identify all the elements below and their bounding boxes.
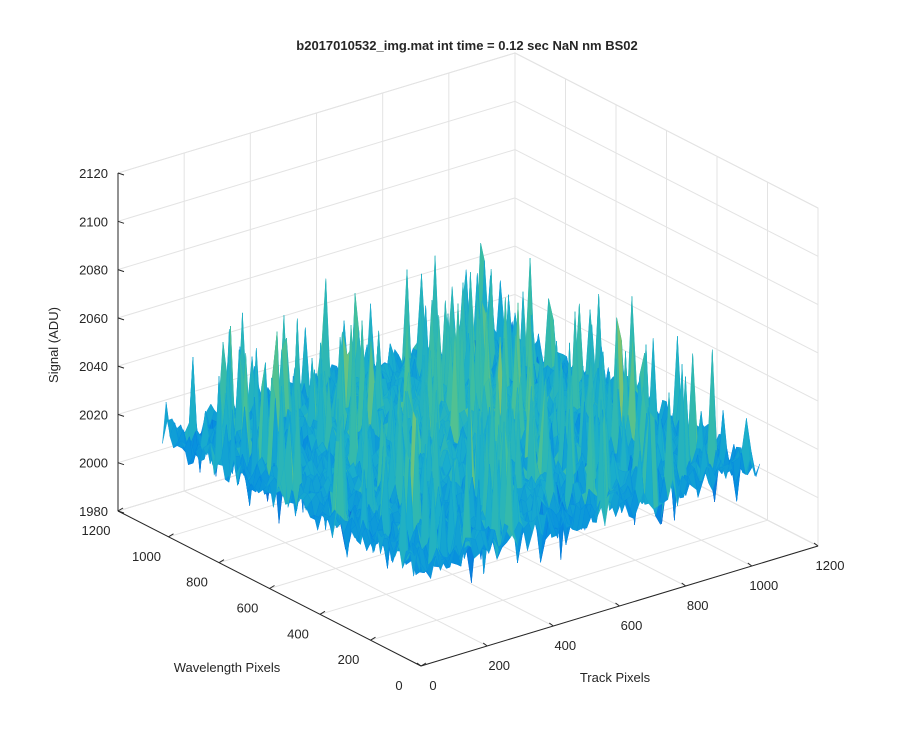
y-tick-label: 1200 (82, 523, 111, 538)
z-tick-label: 2020 (79, 407, 108, 422)
z-tick-label: 2100 (79, 214, 108, 229)
grid-line (514, 197, 819, 354)
grid-line (117, 149, 516, 271)
grid-line (514, 100, 819, 257)
z-tick-label: 2000 (79, 456, 108, 471)
x-tick-label: 1000 (749, 578, 778, 593)
z-tick-label: 2060 (79, 311, 108, 326)
grid-line (117, 52, 516, 174)
y-tick-label: 400 (287, 626, 309, 641)
grid-line (514, 52, 819, 209)
z-tick-label: 2040 (79, 359, 108, 374)
grid-line (514, 245, 819, 402)
z-tick-label: 1980 (79, 504, 108, 519)
x-tick-label: 1200 (816, 558, 845, 573)
chart-title: b2017010532_img.mat int time = 0.12 sec … (296, 38, 637, 53)
y-tick-label: 0 (395, 678, 402, 693)
x-tick-label: 600 (621, 618, 643, 633)
y-tick-label: 1000 (132, 549, 161, 564)
x-tick-label: 0 (429, 678, 436, 693)
grid-line (117, 293, 516, 415)
grid-line (514, 293, 819, 450)
x-tick-label: 800 (687, 598, 709, 613)
grid-line (117, 245, 516, 367)
surface-plot (162, 243, 760, 583)
z-tick-label: 2080 (79, 263, 108, 278)
x-tick-label: 200 (488, 658, 510, 673)
grid-line (370, 519, 768, 641)
y-tick-label: 600 (237, 601, 259, 616)
grid-line (117, 100, 516, 222)
y-tick-label: 800 (186, 575, 208, 590)
y-tick-label: 200 (338, 652, 360, 667)
grid-line (514, 149, 819, 306)
x-tick-label: 400 (554, 638, 576, 653)
grid-line (117, 197, 516, 319)
